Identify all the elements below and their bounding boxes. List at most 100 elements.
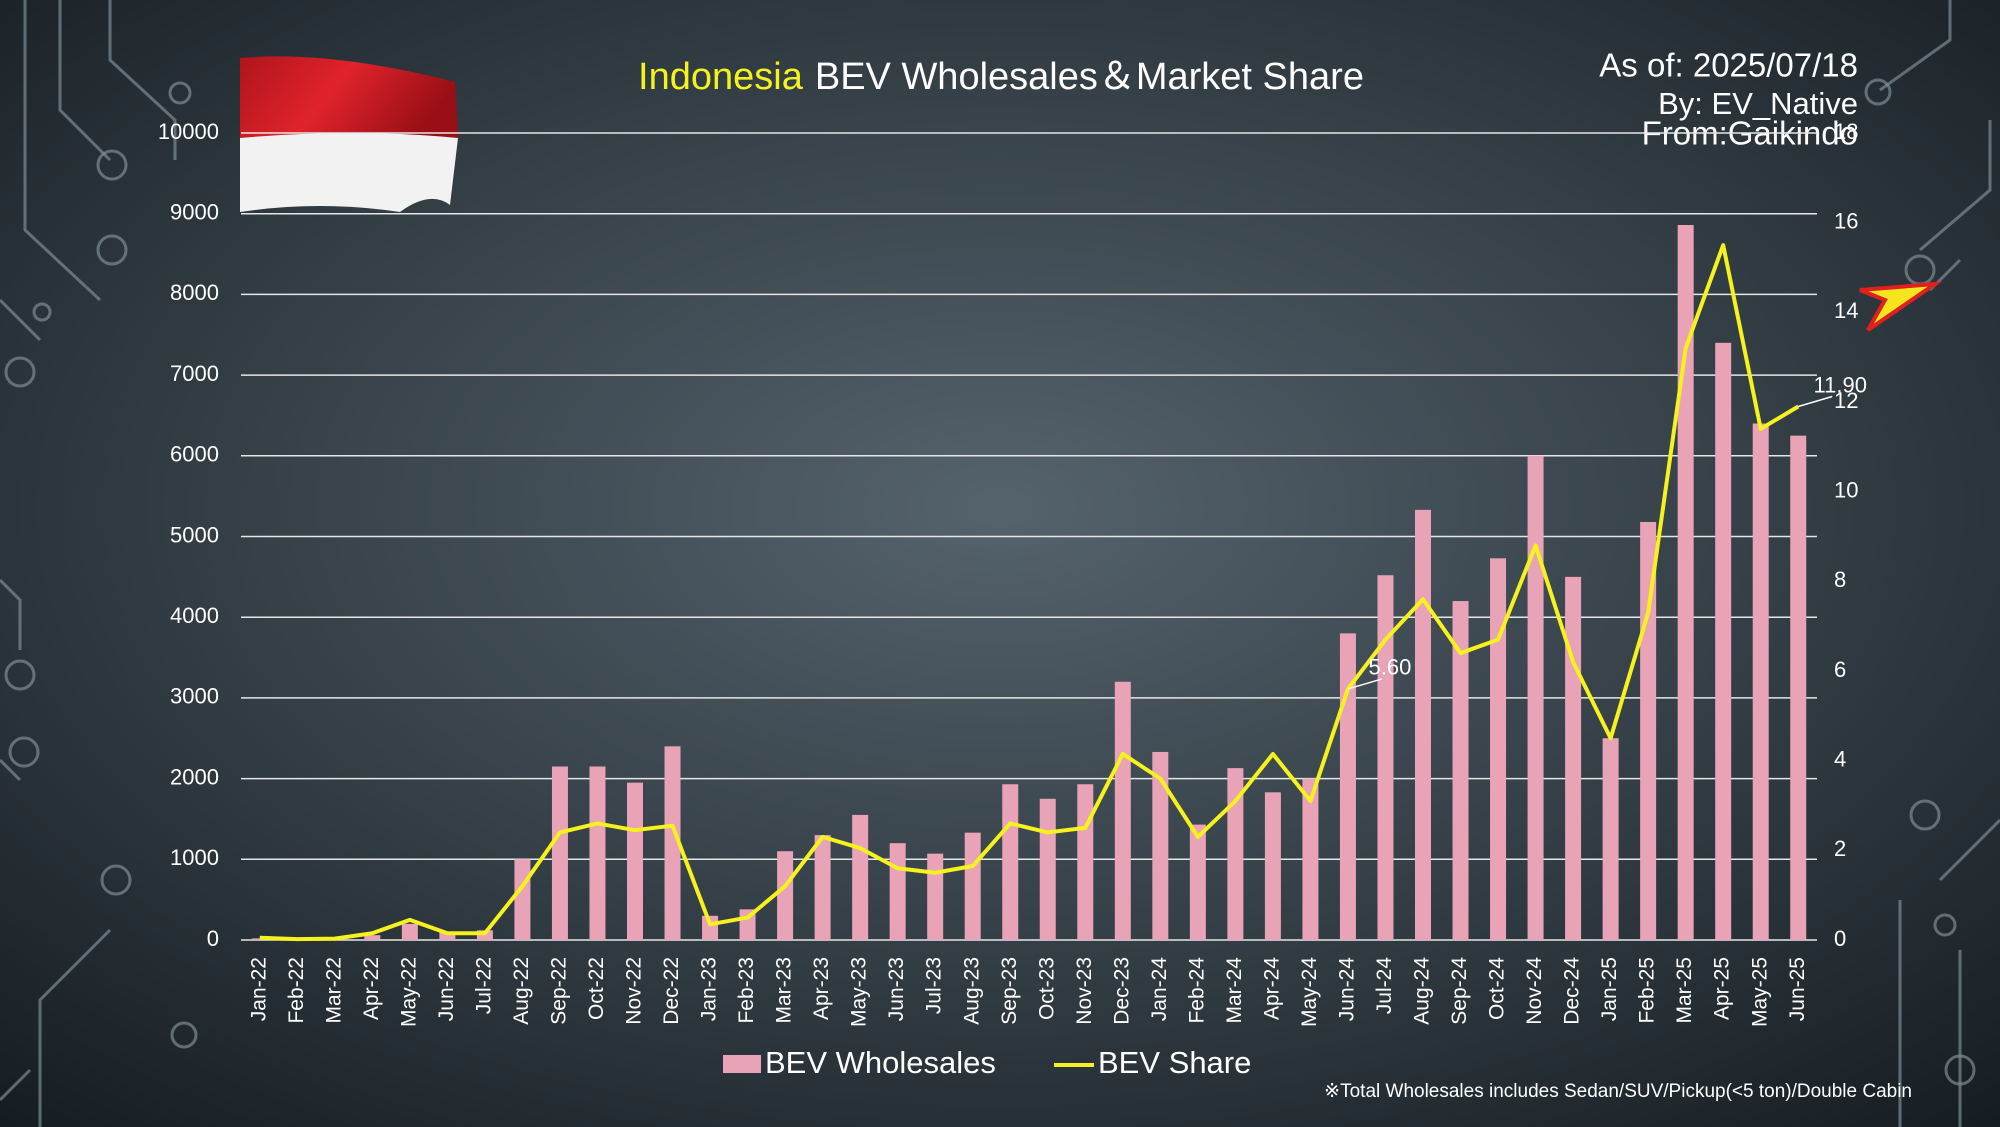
chart-title: Indonesia BEV Wholesales＆Market Share xyxy=(638,56,1364,98)
bar xyxy=(1114,681,1131,940)
bar xyxy=(439,931,456,940)
y-tick-label: 1000 xyxy=(170,845,219,870)
bar xyxy=(589,766,606,940)
y2-tick-label: 10 xyxy=(1834,477,1858,502)
x-tick-label: Feb-22 xyxy=(285,957,308,1024)
x-tick-label: Dec-23 xyxy=(1110,957,1133,1025)
x-tick-label: Jan-22 xyxy=(247,957,270,1021)
x-tick-label: Jan-24 xyxy=(1148,957,1171,1022)
x-tick-label: May-25 xyxy=(1748,957,1771,1027)
bar xyxy=(1715,342,1732,940)
y-tick-label: 4000 xyxy=(170,603,219,628)
bar xyxy=(927,853,944,940)
bar xyxy=(1302,778,1319,940)
x-tick-label: Aug-22 xyxy=(510,957,533,1025)
y-tick-label: 7000 xyxy=(170,361,219,386)
x-tick-label: Mar-25 xyxy=(1673,957,1696,1024)
x-tick-label: Feb-24 xyxy=(1185,957,1208,1024)
bar xyxy=(514,859,531,940)
y2-tick-label: 0 xyxy=(1834,926,1846,951)
data-label: 11.90 xyxy=(1814,372,1867,397)
x-tick-label: Jun-24 xyxy=(1335,957,1358,1022)
x-tick-label: Mar-23 xyxy=(773,957,796,1024)
x-tick-label: May-23 xyxy=(848,957,871,1027)
bar xyxy=(964,832,981,940)
bar xyxy=(664,746,681,940)
bar xyxy=(627,782,643,940)
bar xyxy=(1415,509,1431,940)
bar xyxy=(1490,558,1507,940)
x-tick-label: Jul-24 xyxy=(1373,957,1396,1015)
bar xyxy=(1264,792,1281,940)
bar xyxy=(852,814,869,940)
legend: BEV Wholesales BEV Share xyxy=(723,1045,1251,1080)
x-tick-label: Sep-24 xyxy=(1448,957,1471,1025)
x-tick-label: Apr-25 xyxy=(1711,957,1734,1020)
y-tick-label: 3000 xyxy=(170,684,219,709)
bar xyxy=(1452,601,1469,940)
x-tick-label: Jun-25 xyxy=(1786,957,1809,1021)
bar xyxy=(1227,768,1244,940)
legend-entry: BEV Wholesales xyxy=(765,1045,996,1080)
x-tick-label: Sep-22 xyxy=(547,957,570,1025)
y2-tick-label: 4 xyxy=(1834,746,1846,771)
legend-swatch xyxy=(723,1055,761,1073)
title-text: BEV Wholesales＆Market Share xyxy=(815,56,1364,98)
x-tick-label: Mar-24 xyxy=(1223,957,1246,1024)
leader-line xyxy=(1347,678,1383,690)
y-tick-label: 5000 xyxy=(170,522,219,547)
y2-tick-label: 18 xyxy=(1834,119,1858,144)
annotation: By: EV_Native xyxy=(1658,86,1858,121)
x-tick-label: Aug-24 xyxy=(1411,957,1434,1025)
bar xyxy=(1790,435,1807,940)
legend-entry: BEV Share xyxy=(1098,1045,1251,1080)
y-tick-label: 8000 xyxy=(170,280,219,305)
x-tick-label: Oct-22 xyxy=(585,957,608,1020)
x-tick-label: Jun-23 xyxy=(885,957,908,1021)
x-tick-label: Oct-24 xyxy=(1486,957,1509,1020)
bar xyxy=(551,766,568,940)
bar xyxy=(1339,633,1356,940)
y2-tick-label: 14 xyxy=(1834,298,1858,323)
x-tick-label: Apr-23 xyxy=(810,957,833,1020)
x-tick-label: Apr-24 xyxy=(1260,957,1283,1020)
bar xyxy=(1077,784,1094,940)
y2-tick-label: 6 xyxy=(1834,657,1846,682)
bar xyxy=(889,843,906,940)
y2-tick-label: 2 xyxy=(1834,836,1846,861)
x-tick-label: Nov-23 xyxy=(1073,957,1096,1025)
y-tick-label: 9000 xyxy=(170,200,219,225)
x-tick-label: May-22 xyxy=(397,957,420,1027)
x-tick-label: Jan-23 xyxy=(698,957,721,1021)
bar xyxy=(814,835,831,940)
x-tick-label: Jul-22 xyxy=(472,957,495,1014)
x-tick-label: Oct-23 xyxy=(1035,957,1058,1020)
x-tick-label: Feb-25 xyxy=(1636,957,1659,1024)
x-tick-label: Nov-22 xyxy=(623,957,646,1025)
bar xyxy=(1377,575,1394,940)
x-tick-label: Sep-23 xyxy=(998,957,1021,1025)
bar xyxy=(1527,455,1544,940)
y-tick-label: 10000 xyxy=(158,119,219,144)
y-tick-label: 2000 xyxy=(170,764,219,789)
bar xyxy=(364,935,381,940)
y-tick-label: 0 xyxy=(207,926,219,951)
bar xyxy=(1039,798,1056,940)
title-highlight: Indonesia xyxy=(638,56,804,98)
x-tick-label: May-24 xyxy=(1298,957,1321,1027)
x-tick-label: Apr-22 xyxy=(360,957,383,1020)
footnote: ※Total Wholesales includes Sedan/SUV/Pic… xyxy=(1324,1081,1912,1102)
bar xyxy=(401,923,418,940)
x-tick-label: Jul-23 xyxy=(923,957,946,1014)
x-tick-label: Dec-24 xyxy=(1561,957,1584,1025)
bar xyxy=(1002,784,1019,940)
arrow xyxy=(1859,281,1943,332)
bar xyxy=(1677,224,1694,941)
line xyxy=(259,243,1800,942)
y2-tick-label: 12 xyxy=(1834,388,1858,413)
x-tick-label: Dec-22 xyxy=(660,957,683,1025)
leader-line xyxy=(1798,395,1833,408)
bar xyxy=(1565,576,1582,940)
